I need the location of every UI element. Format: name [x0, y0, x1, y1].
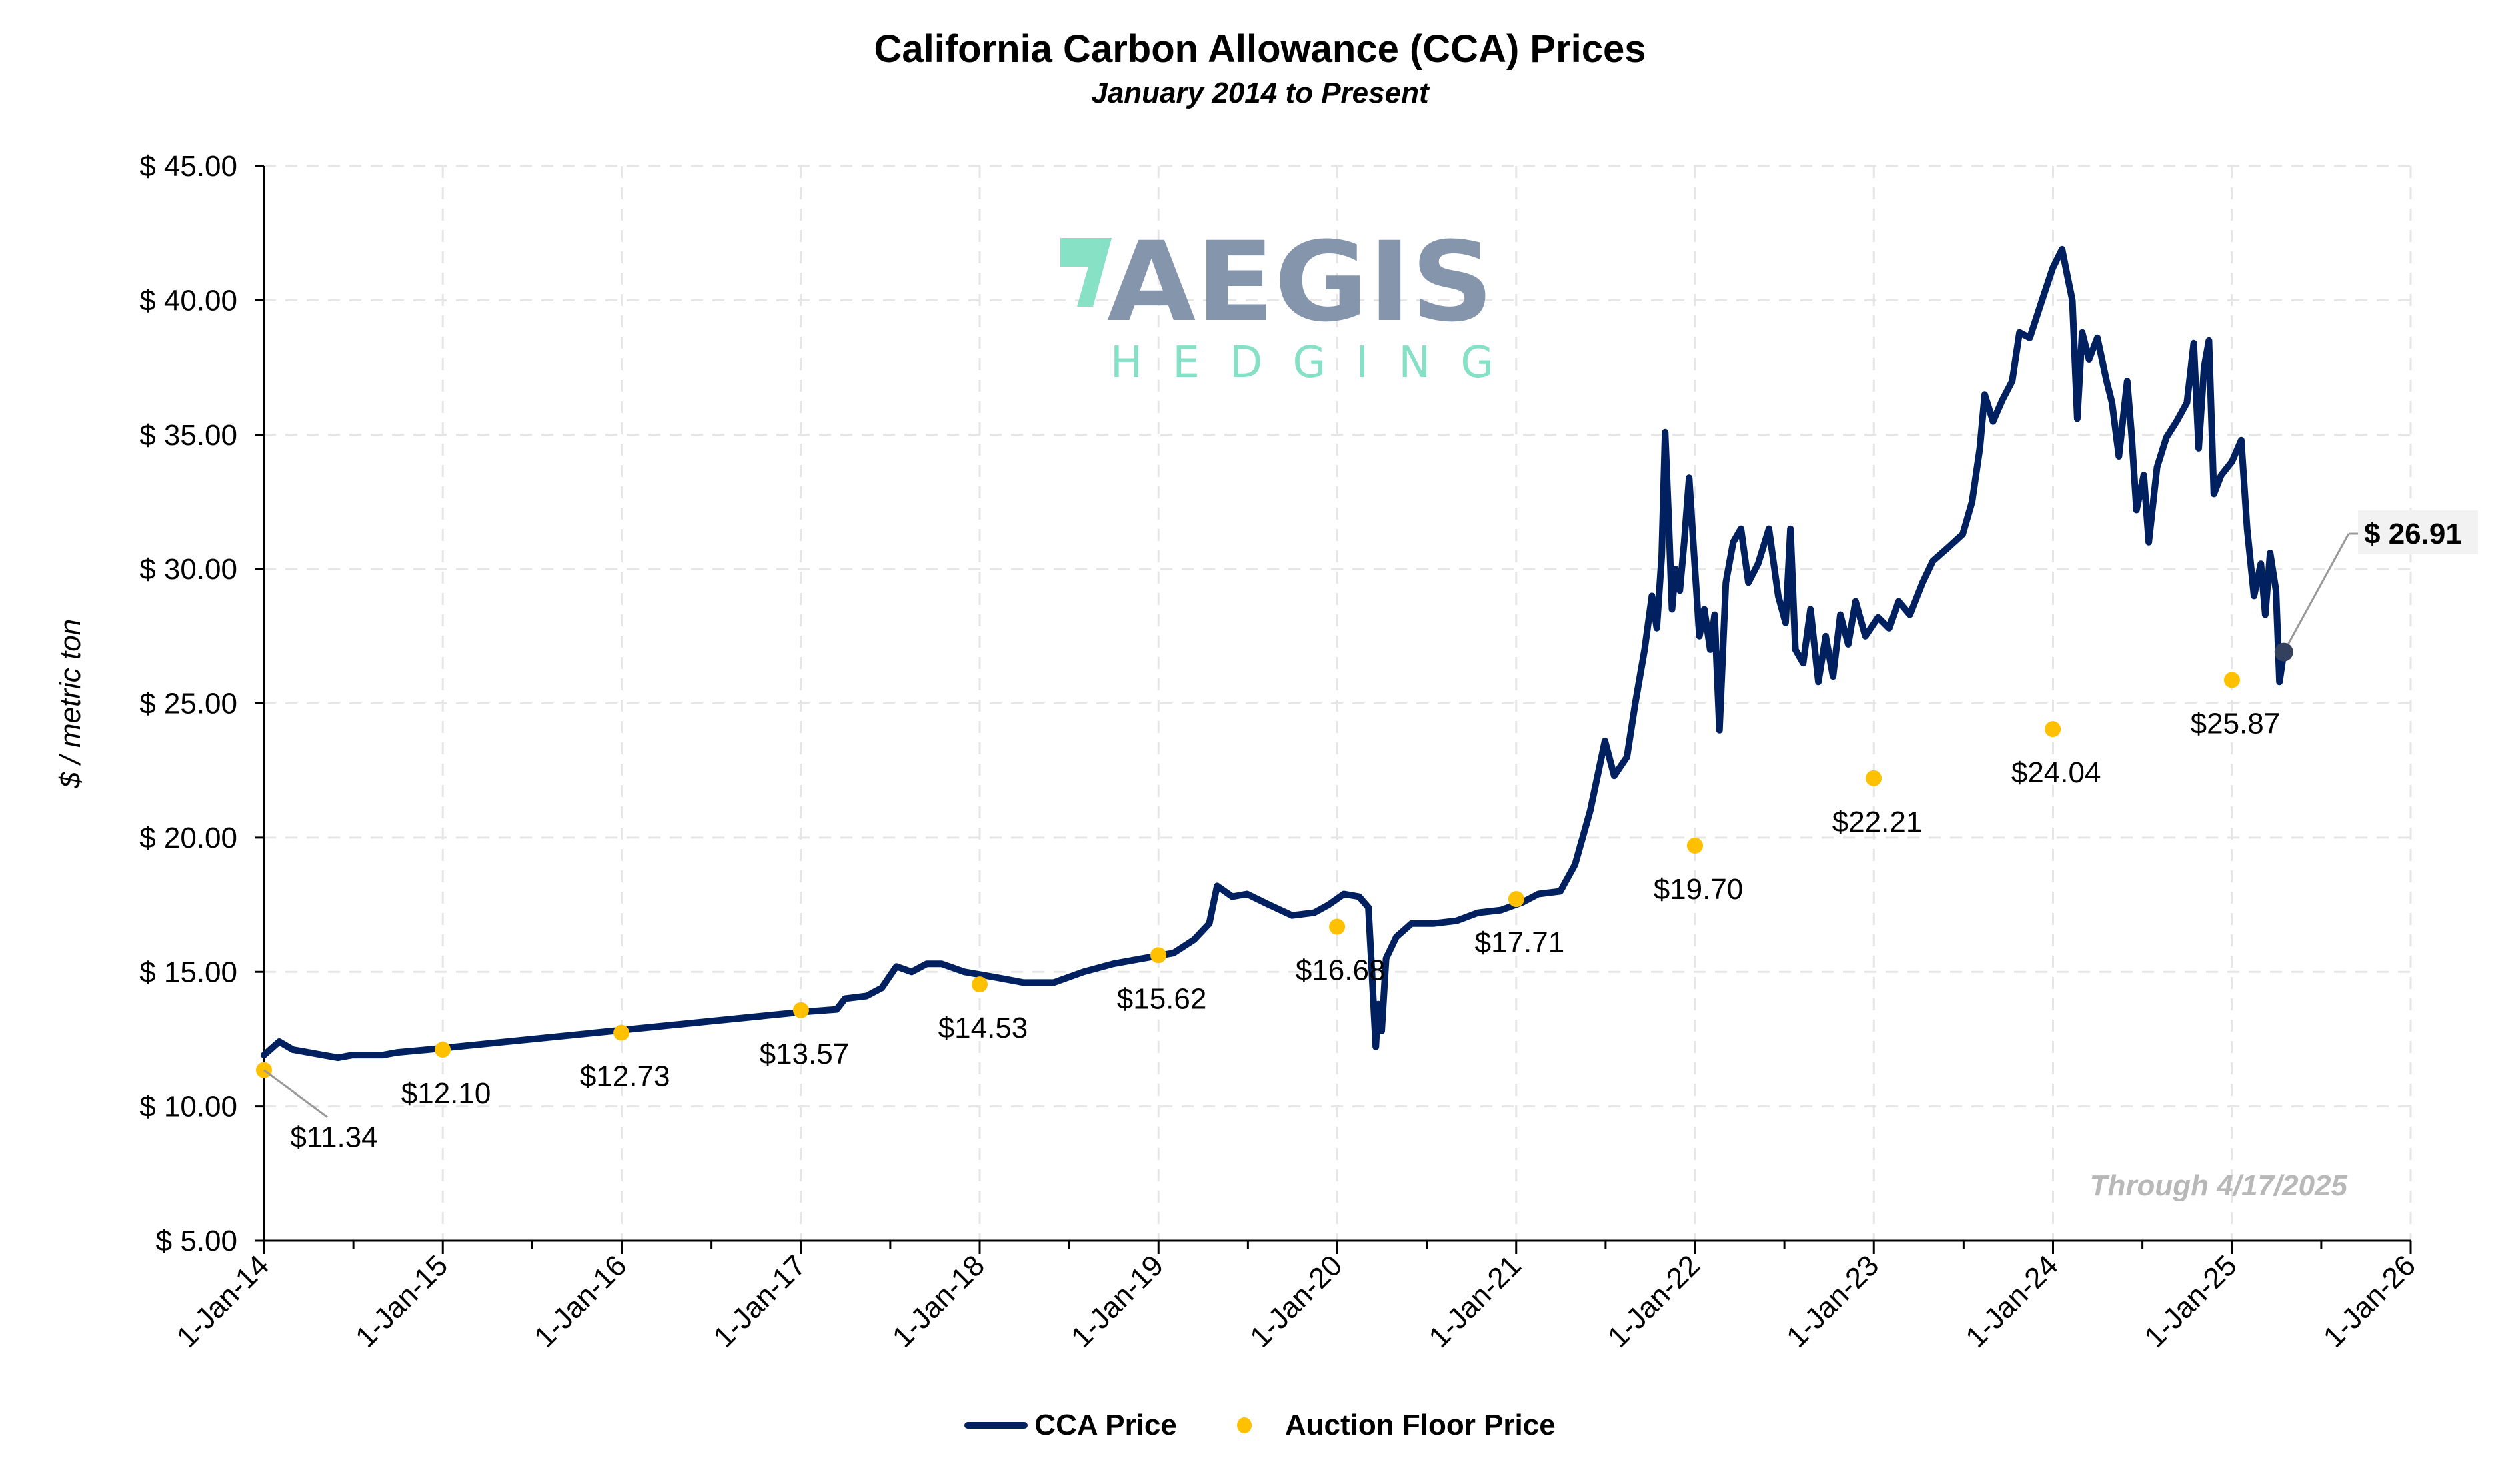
y-tick-label: $ 15.00: [139, 956, 237, 988]
cca-price-line: [261, 245, 2287, 1062]
last-price-marker: [2274, 642, 2293, 662]
svg-text:AEGIS: AEGIS: [1107, 218, 1494, 346]
y-tick-label: $ 40.00: [139, 284, 237, 317]
x-tick-label: 1-Jan-24: [1959, 1249, 2064, 1353]
x-tick-label: 1-Jan-14: [171, 1249, 275, 1353]
auction-floor-label: $25.87: [2191, 707, 2281, 740]
leader-line: [263, 1069, 328, 1118]
auction-floor-point: [1150, 947, 1167, 964]
auction-floor-point: [972, 976, 988, 993]
chart-title: California Carbon Allowance (CCA) Prices: [874, 27, 1646, 71]
auction-floor-point: [2223, 672, 2240, 688]
aegis-hedging-logo: AEGIS HEDGING: [1060, 218, 1494, 388]
auction-floor-label: $11.34: [290, 1121, 377, 1154]
x-tick-label: 1-Jan-23: [1780, 1249, 1885, 1353]
legend-label: CCA Price: [1034, 1409, 1177, 1441]
axes: [255, 165, 2412, 1254]
y-tick-label: $ 35.00: [139, 419, 237, 452]
auction-floor-point: [792, 1002, 809, 1018]
auction-floor-label: $16.68: [1296, 954, 1386, 987]
auction-floor-label: $19.70: [1654, 873, 1744, 906]
legend-label: Auction Floor Price: [1284, 1409, 1556, 1441]
legend-item-auction-floor[interactable]: Auction Floor Price: [1236, 1409, 1556, 1442]
svg-text:HEDGING: HEDGING: [1110, 338, 1494, 388]
auction-floor-label: $14.53: [938, 1012, 1028, 1044]
auction-floor-label: $22.21: [1832, 806, 1923, 838]
grid: [264, 165, 2412, 1241]
auction-floor-point: [1329, 918, 1346, 935]
auction-floor-points: $11.34 $12.10 $12.73 $13.57 $14.53 $15.62 $16.…: [256, 672, 2281, 1154]
x-tick-label: 1-Jan-16: [528, 1249, 633, 1353]
through-date-annotation: Through 4/17/2025: [2090, 1169, 2348, 1202]
auction-floor-point: [613, 1024, 630, 1041]
y-tick-label: $ 10.00: [139, 1090, 237, 1123]
auction-floor-label: $13.57: [760, 1038, 850, 1070]
x-tick-label: 1-Jan-25: [2138, 1249, 2243, 1353]
x-tick-label: 1-Jan-20: [1244, 1249, 1348, 1353]
x-tick-label: 1-Jan-22: [1602, 1249, 1706, 1353]
x-tick-label: 1-Jan-15: [349, 1249, 454, 1353]
last-price-label: $ 26.91: [2364, 518, 2462, 550]
dot-swatch-icon: [1236, 1417, 1252, 1433]
auction-floor-label: $12.73: [580, 1060, 670, 1093]
auction-floor-label: $17.71: [1475, 926, 1565, 959]
auction-floor-point: [435, 1042, 451, 1058]
x-tick-label: 1-Jan-26: [2317, 1249, 2422, 1353]
x-tick-label: 1-Jan-19: [1065, 1249, 1170, 1353]
auction-floor-label: $12.10: [401, 1077, 491, 1110]
x-tick-label: 1-Jan-17: [707, 1249, 812, 1353]
legend: CCA Price Auction Floor Price: [0, 1409, 2520, 1442]
auction-floor-point: [1687, 837, 1703, 854]
auction-floor-label: $24.04: [2011, 756, 2101, 789]
auction-floor-point: [1508, 891, 1524, 908]
last-price-callout: $ 26.91: [2274, 510, 2478, 662]
x-tick-label: 1-Jan-21: [1422, 1249, 1527, 1353]
y-tick-label: $ 25.00: [139, 688, 237, 720]
x-tick-label: 1-Jan-18: [886, 1249, 991, 1353]
legend-item-cca-price[interactable]: CCA Price: [964, 1409, 1177, 1442]
auction-floor-point: [2045, 721, 2061, 738]
chart-subtitle: January 2014 to Present: [1091, 77, 1429, 109]
y-tick-label: $ 45.00: [139, 150, 237, 183]
line-swatch-icon: [964, 1422, 1028, 1429]
auction-floor-point: [1866, 770, 1882, 786]
y-tick-label: $ 20.00: [139, 822, 237, 854]
y-tick-label: $ 5.00: [156, 1225, 237, 1257]
y-axis-label: $ / metric ton: [54, 619, 87, 789]
y-tick-label: $ 30.00: [139, 553, 237, 586]
auction-floor-label: $15.62: [1117, 982, 1207, 1015]
